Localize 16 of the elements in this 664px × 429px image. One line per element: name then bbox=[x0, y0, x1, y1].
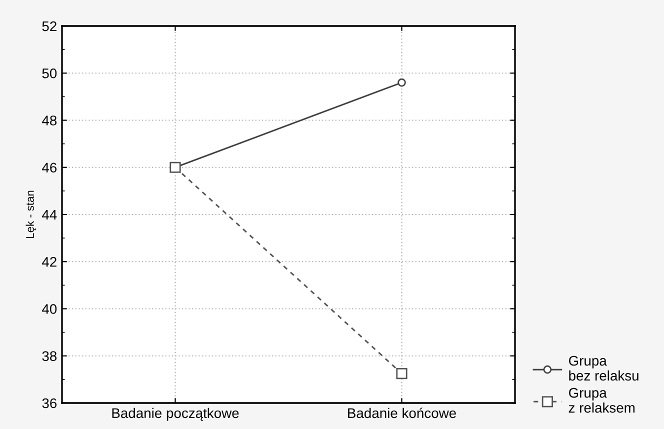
y-tick-label: 48 bbox=[42, 116, 57, 126]
y-tick-label: 50 bbox=[42, 68, 57, 78]
y-tick-label: 46 bbox=[42, 162, 57, 173]
y-tick-label: 38 bbox=[42, 351, 57, 362]
y-tick-label: 40 bbox=[42, 304, 57, 314]
x-tick-label: Badanie końcowe bbox=[348, 408, 456, 418]
x-tick-label: Badanie początkowe bbox=[112, 408, 239, 421]
y-tick-label: 44 bbox=[42, 210, 57, 220]
point bbox=[398, 78, 406, 87]
y-tick-label: 42 bbox=[42, 256, 56, 267]
y-axis-title: Lęk - stan bbox=[26, 190, 36, 238]
point bbox=[396, 368, 408, 380]
legend-label: Grupa bez relaksu bbox=[568, 356, 638, 381]
y-tick-label: 52 bbox=[42, 21, 56, 32]
legend-label: Grupa z relaksem bbox=[568, 388, 635, 413]
y-tick-label: 36 bbox=[42, 398, 57, 408]
